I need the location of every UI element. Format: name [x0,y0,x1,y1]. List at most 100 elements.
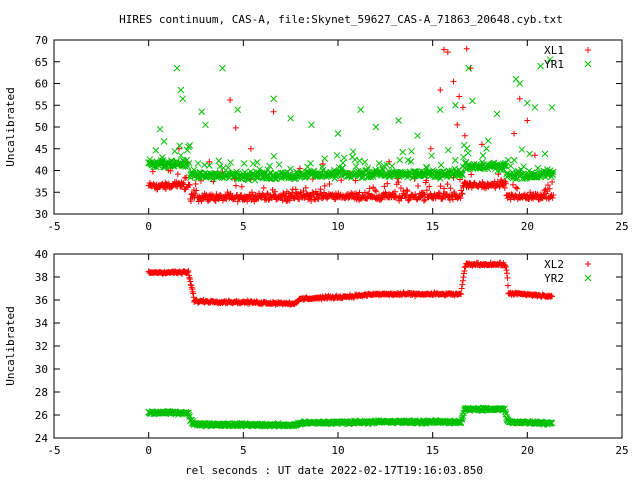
data-point [227,97,234,104]
data-point [549,179,556,186]
data-point [516,95,523,102]
data-point [459,171,466,179]
top-plot-frame [53,39,623,215]
data-point [461,264,468,271]
y-tick-label: 24 [35,432,49,445]
data-point [502,264,509,271]
data-point [504,282,511,289]
data-point [458,190,465,197]
y-tick-label: 34 [35,317,49,330]
y-tick-label: 55 [35,99,48,112]
legend-marker [585,261,591,267]
data-point [469,97,476,105]
y-tick-label: 45 [35,143,48,156]
data-point [548,419,556,427]
y-tick-label: 30 [35,363,48,376]
data-point [463,45,470,52]
data-point [527,189,534,196]
x-tick-label: 20 [521,444,534,457]
data-point [428,152,435,160]
data-point [384,180,391,187]
data-point [504,156,512,164]
data-point [459,191,466,198]
data-point [383,161,391,169]
data-point [209,175,217,183]
data-point [507,196,514,203]
data-point [159,157,167,164]
data-point [504,274,511,281]
data-point [458,285,465,292]
data-point [483,145,490,153]
data-point [317,186,324,193]
data-point [361,189,368,196]
data-point [270,95,277,103]
legend-marker [584,274,592,282]
data-point [338,177,345,184]
data-point [437,87,444,94]
data-point [287,165,294,173]
legend-label: XL1 [544,44,564,57]
data-point [282,193,289,200]
data-point [468,171,475,178]
data-point [234,106,242,113]
bottom-plot: -5 0 5 10 15 20 25 24 26 28 30 32 34 36 38 40 Uncalibra… [4,248,629,457]
x-tick-label: 5 [240,444,247,457]
data-point [287,114,295,122]
data-point [205,162,213,169]
y-tick-label: 35 [35,186,48,199]
data-point [496,183,503,190]
data-point [272,188,279,195]
data-point [436,106,444,113]
data-point [185,411,193,419]
data-point [399,148,407,156]
y-tick-label: 40 [35,165,48,178]
data-point [240,160,248,167]
data-point [241,197,248,204]
data-point [415,183,422,190]
data-point [352,163,360,170]
data-point [260,184,267,191]
data-point [516,80,524,87]
data-point [397,185,404,192]
data-point [523,99,531,107]
data-point [238,192,245,199]
data-point [296,196,303,203]
data-point [356,189,363,196]
data-point [537,62,544,70]
data-point [454,121,461,128]
data-point [321,182,328,189]
y-tick-label: 32 [35,340,48,353]
data-point [215,157,223,165]
data-point [386,158,393,165]
x-tick-label: 0 [145,220,152,233]
x-tick-label: -5 [47,444,60,457]
legend-marker [584,60,592,68]
data-point [507,162,515,170]
data-point [420,197,427,204]
data-point [275,161,283,168]
data-point [266,162,274,170]
data-point [512,184,519,191]
data-point [184,269,191,276]
data-point [550,191,557,198]
data-point [423,187,430,194]
x-tick-label: 25 [615,220,628,233]
data-point [167,167,174,174]
data-point [186,141,194,149]
data-point [187,198,194,205]
data-point [227,159,234,166]
data-point [234,198,241,205]
data-point [404,188,411,195]
top-plot-ylabel: Uncalibrated [4,87,17,166]
data-point [412,191,419,198]
data-point [403,187,410,194]
y-tick-label: 65 [35,56,48,69]
data-point [185,181,192,188]
data-point [511,130,518,137]
data-point [459,104,466,111]
data-point [524,117,531,124]
data-point [354,193,361,200]
data-point [458,414,466,422]
